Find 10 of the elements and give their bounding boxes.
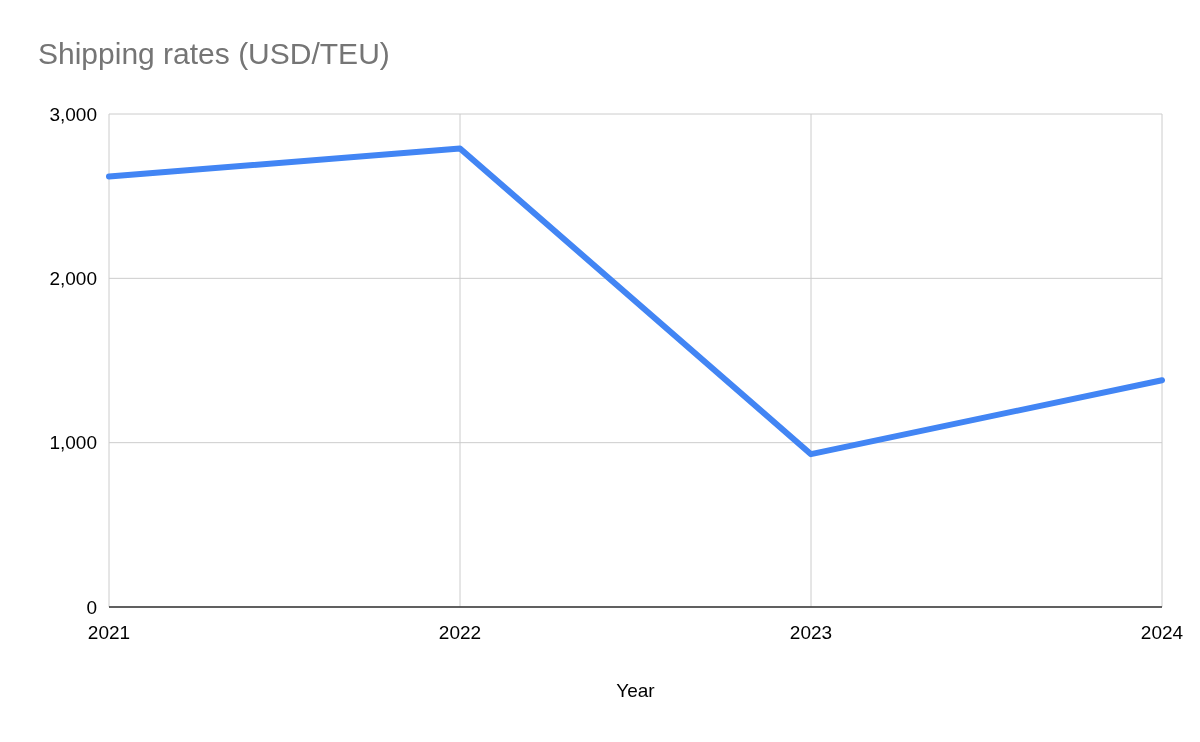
- x-tick-label: 2022: [438, 622, 482, 643]
- x-axis-title: Year: [616, 680, 656, 701]
- x-tick-label: 2023: [789, 622, 833, 643]
- x-tick-label: 2024: [1140, 622, 1184, 643]
- y-tick-label: 2,000: [49, 267, 97, 289]
- y-tick-label: 3,000: [49, 103, 97, 125]
- y-tick-label: 1,000: [49, 432, 97, 454]
- x-tick-label: 2021: [87, 622, 131, 643]
- y-tick-label: 0: [86, 596, 97, 618]
- chart-title: Shipping rates (USD/TEU): [38, 37, 390, 70]
